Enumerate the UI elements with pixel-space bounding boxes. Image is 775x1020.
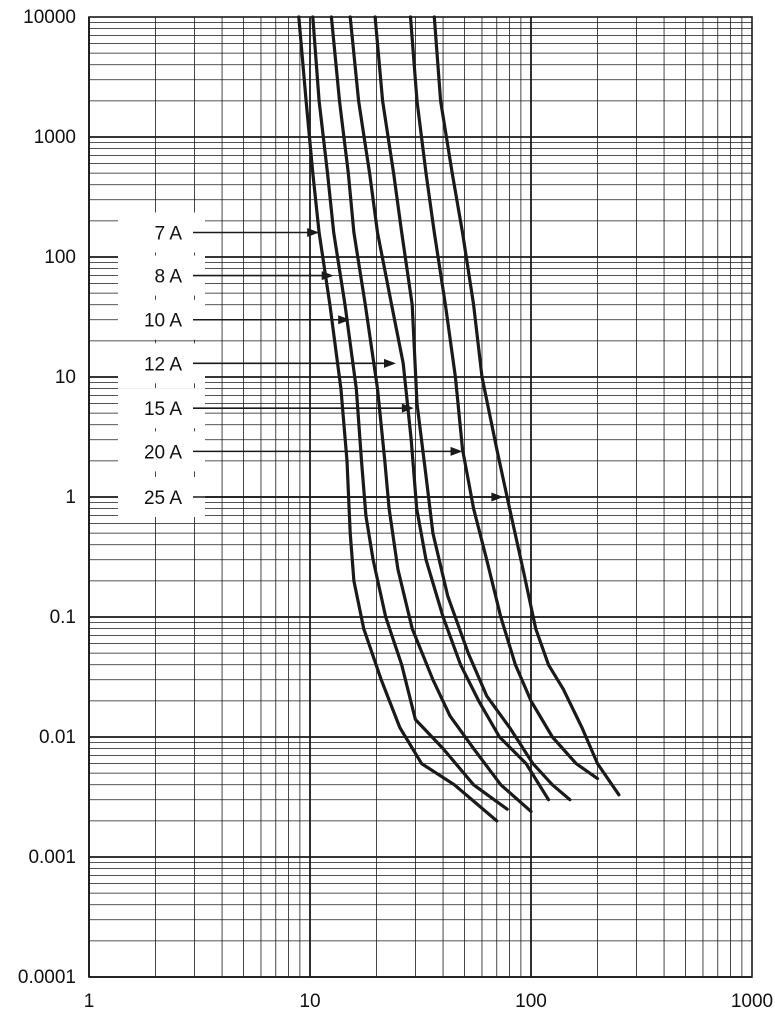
y-tick-label: 0.1 — [50, 607, 76, 628]
series-label: 15 A — [144, 399, 182, 420]
label-backing — [118, 343, 205, 384]
series-label: 25 A — [144, 488, 182, 509]
series-curve-8a — [311, 15, 509, 811]
label-arrowhead — [307, 228, 320, 238]
label-arrowhead — [338, 315, 351, 325]
series-curve-15a — [373, 15, 572, 802]
series-label: 10 A — [144, 311, 182, 332]
label-backing — [118, 477, 205, 517]
series-label: 8 A — [155, 267, 183, 288]
y-tick-label: 0.01 — [39, 727, 76, 748]
label-arrowhead — [450, 446, 463, 456]
y-tick-label: 0.0001 — [18, 967, 76, 988]
series-curve-7a — [297, 15, 499, 823]
x-axis-ticks: 1 10 100 1000 — [84, 991, 773, 1012]
series-label: 20 A — [144, 442, 182, 463]
label-arrowhead — [491, 492, 504, 502]
y-tick-label: 1000 — [34, 127, 76, 148]
series-curve-10a — [329, 15, 533, 813]
series-label: 7 A — [155, 224, 183, 245]
y-tick-label: 0.001 — [28, 847, 76, 868]
label-backing — [118, 212, 205, 253]
series-label: 12 A — [144, 354, 182, 375]
series-curve-25a — [432, 15, 621, 797]
label-backing — [118, 299, 205, 340]
plot-frame — [88, 16, 753, 978]
x-tick-label: 10 — [299, 991, 320, 1012]
label-arrowhead — [401, 403, 414, 413]
x-tick-label: 1 — [84, 991, 95, 1012]
y-tick-label: 10000 — [23, 7, 76, 28]
label-arrowhead — [384, 358, 397, 368]
series-curve-20a — [408, 15, 600, 781]
y-tick-label: 100 — [44, 247, 76, 268]
y-tick-label: 1 — [65, 487, 76, 508]
annotation-layer: 7 A 8 A 10 A 12 A 15 A 20 A 25 A — [118, 212, 504, 517]
series-curve-12a — [348, 15, 551, 802]
label-arrowhead — [321, 271, 334, 281]
label-backing — [118, 255, 205, 296]
y-tick-label: 10 — [55, 367, 76, 388]
x-tick-label: 1000 — [731, 991, 773, 1012]
label-backing — [118, 431, 205, 472]
label-backing — [118, 388, 205, 429]
x-tick-label: 100 — [515, 991, 547, 1012]
y-axis-ticks: 10000 1000 100 10 1 0.1 0.01 0.001 0.0001 — [18, 7, 76, 988]
series-layer — [297, 15, 621, 823]
